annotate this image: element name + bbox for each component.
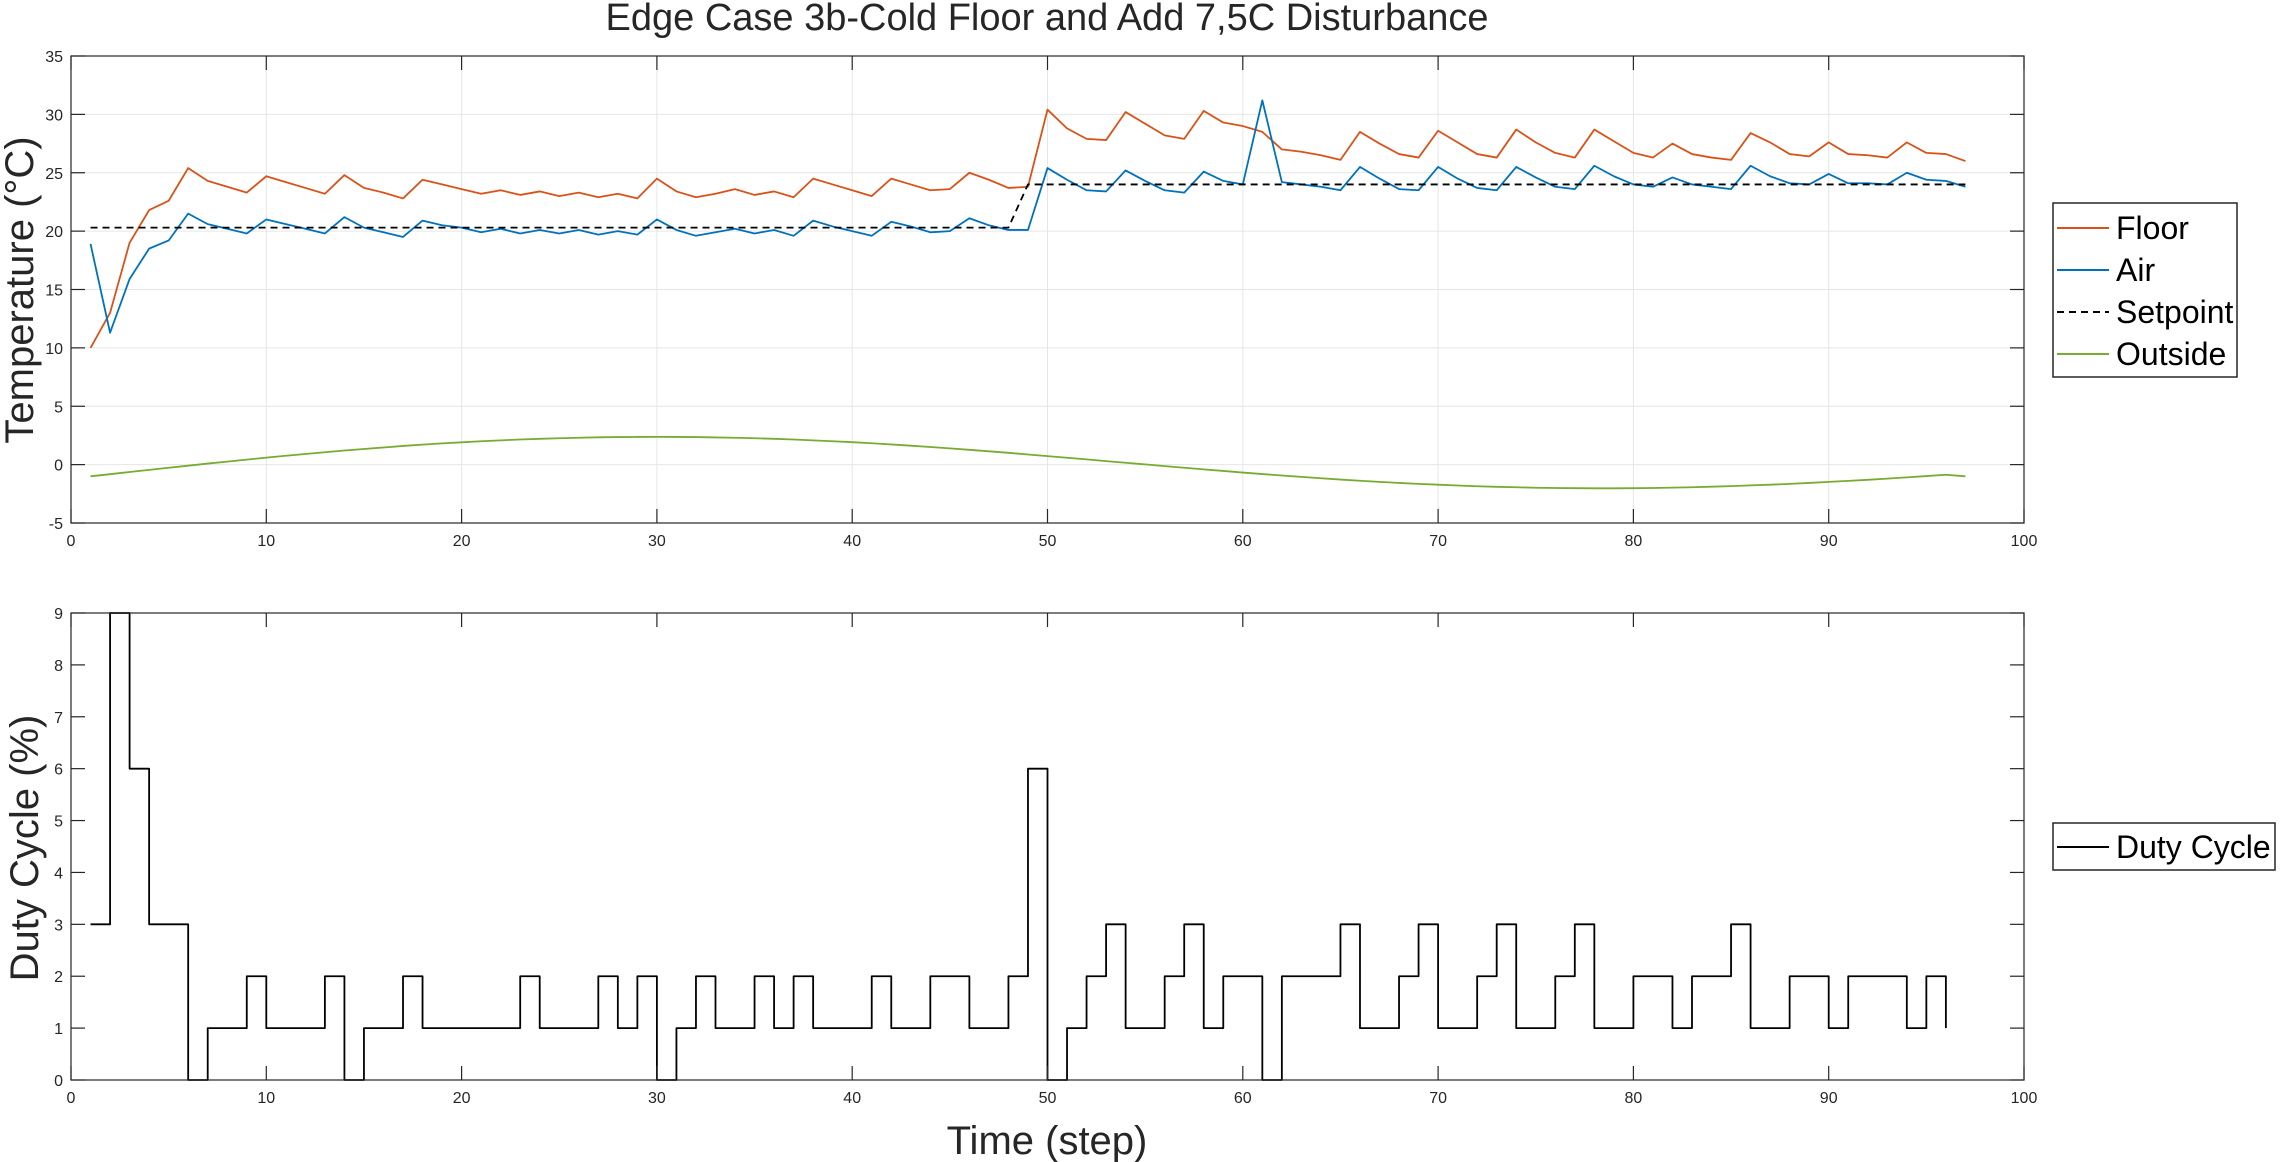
x-tick-label: 30 [648,1090,666,1107]
y-tick-label: 4 [54,865,63,882]
x-tick-label: 80 [1625,1090,1643,1107]
legend-label-duty-cycle: Duty Cycle [2116,829,2271,865]
x-tick-label: 90 [1820,1090,1838,1107]
duty-legend: Duty Cycle [2052,822,2276,871]
legend-label-air: Air [2116,252,2155,288]
x-tick-label: 20 [453,533,471,550]
x-tick-label: 70 [1429,533,1447,550]
x-tick-label: 0 [67,533,76,550]
y-tick-label: 5 [54,814,63,831]
y-tick-label: 2 [54,969,63,986]
x-tick-label: 70 [1429,1090,1447,1107]
y-tick-label: 8 [54,658,63,675]
chart-title: Edge Case 3b-Cold Floor and Add 7,5C Dis… [606,0,1489,39]
series-line-air [89,99,1966,334]
x-tick-label: 0 [67,1090,76,1107]
x-tick-label: 50 [1039,1090,1057,1107]
y-tick-label: 0 [54,1073,63,1090]
series-line-setpoint [90,183,1966,229]
y-tick-label: 25 [45,166,63,183]
legend-label-floor: Floor [2116,210,2189,246]
y-tick-label: 6 [54,762,63,779]
y-tick-label: 20 [45,224,63,241]
legend-label-outside: Outside [2116,336,2226,372]
temperature-ylabel: Temperature (°C) [0,136,42,443]
legend-label-setpoint: Setpoint [2116,294,2234,330]
y-tick-label: 35 [45,49,63,66]
y-tick-label: 5 [54,399,63,416]
temperature-legend: Floor Air Setpoint Outside [2052,202,2238,378]
x-tick-label: 10 [257,533,275,550]
y-tick-label: -5 [49,516,63,533]
x-tick-label: 80 [1625,533,1643,550]
y-tick-label: 15 [45,283,63,300]
duty-xlabel: Time (step) [947,1119,1148,1162]
temperature-series [89,99,1966,490]
series-line-floor [89,108,1966,349]
x-tick-label: 30 [648,533,666,550]
y-tick-label: 3 [54,917,63,934]
y-tick-label: 7 [54,710,63,727]
duty-axes: 0 10 20 30 40 50 60 70 80 90 100 0 1 2 3 4 5 6 7 8 9 Duty Cy… [3,606,2037,1162]
x-tick-label: 100 [2011,1090,2038,1107]
y-tick-label: 0 [54,458,63,475]
x-tick-label: 60 [1234,1090,1252,1107]
x-tick-label: 60 [1234,533,1252,550]
x-tick-label: 40 [843,1090,861,1107]
x-tick-label: 40 [843,533,861,550]
x-tick-label: 90 [1820,533,1838,550]
y-tick-label: 1 [54,1021,63,1038]
y-tick-label: 9 [54,606,63,623]
x-tick-label: 100 [2011,533,2038,550]
x-tick-label: 20 [453,1090,471,1107]
x-tick-label: 50 [1039,533,1057,550]
x-tick-label: 10 [257,1090,275,1107]
duty-ticks: 0 10 20 30 40 50 60 70 80 90 100 0 1 2 3 4 5 6 7 8 9 [54,606,2037,1107]
y-tick-label: 10 [45,341,63,358]
duty-series [90,612,1947,1081]
duty-ylabel: Duty Cycle (%) [3,715,47,982]
y-tick-label: 30 [45,107,63,124]
series-line-outside [90,435,1966,490]
series-line-duty-cycle [90,612,1947,1081]
